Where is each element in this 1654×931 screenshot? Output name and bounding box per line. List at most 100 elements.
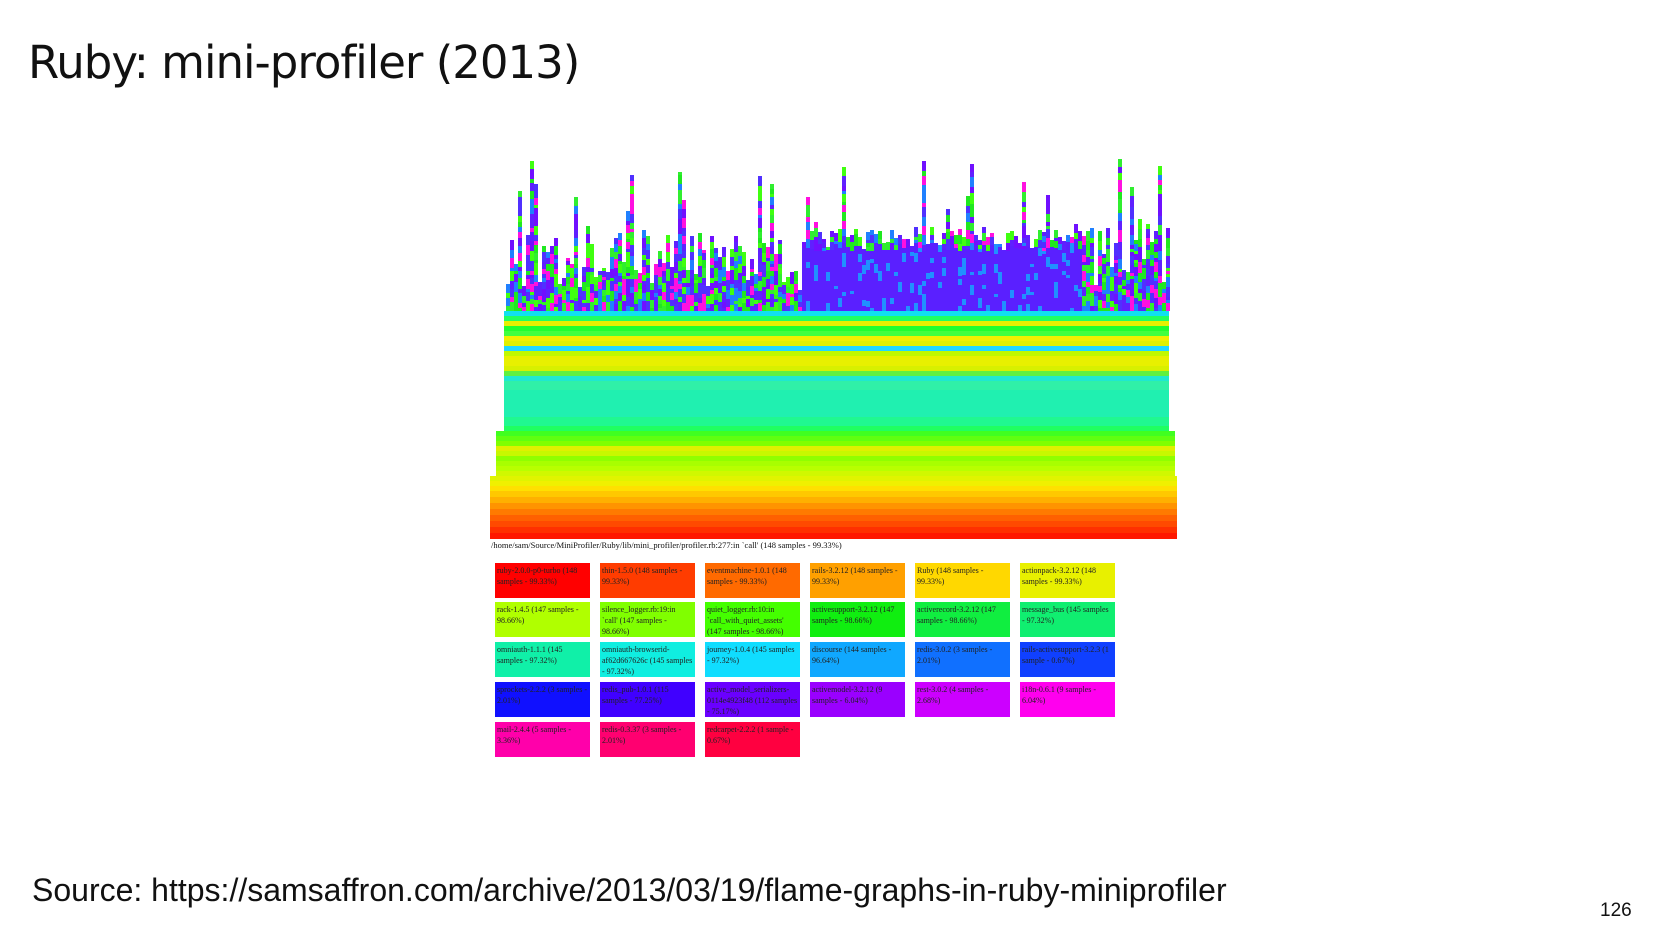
flame-frame <box>862 294 866 300</box>
flame-frame <box>790 280 794 284</box>
flame-frame <box>642 267 646 275</box>
flame-graph <box>490 159 1177 539</box>
flame-frame <box>594 277 598 285</box>
flame-frame <box>1054 264 1058 269</box>
flame-frame <box>542 302 546 305</box>
flame-frame <box>1158 194 1162 199</box>
flame-frame <box>938 268 942 276</box>
legend-item[interactable]: activemodel-3.2.12 (9 samples - 6.04%) <box>810 682 905 717</box>
flame-frame <box>1106 262 1110 266</box>
flame-frame <box>496 451 1175 456</box>
flame-frame <box>562 278 566 286</box>
flame-frame <box>990 245 994 253</box>
flame-frame <box>1050 294 1054 297</box>
legend-item[interactable]: message_bus (145 samples - 97.32%) <box>1020 602 1115 637</box>
flame-frame <box>1022 243 1026 246</box>
legend-item[interactable]: mail-2.4.4 (5 samples - 3.36%) <box>495 722 590 757</box>
flame-frame <box>674 248 678 254</box>
flame-frame <box>870 235 874 243</box>
flame-frame <box>618 293 622 301</box>
flame-frame <box>1070 308 1074 311</box>
flame-frame <box>806 268 810 278</box>
legend-item[interactable]: redis-0.3.37 (3 samples - 2.01%) <box>600 722 695 757</box>
flame-frame <box>970 228 974 231</box>
legend-item[interactable]: rails-activesupport-3.2.3 (1 sample - 0.… <box>1020 642 1115 677</box>
legend-item[interactable]: active_model_serializers-0114e4923f48 (1… <box>705 682 800 717</box>
flame-frame <box>1150 242 1154 251</box>
flame-frame <box>762 287 766 296</box>
flame-frame <box>806 248 810 253</box>
flame-frame <box>1126 303 1130 311</box>
flame-frame <box>790 305 794 311</box>
flame-frame <box>1166 303 1170 311</box>
legend-item[interactable]: Ruby (148 samples - 99.33%) <box>915 563 1010 598</box>
legend-item[interactable]: journey-1.0.4 (145 samples - 97.32%) <box>705 642 800 677</box>
legend-item[interactable]: omniauth-1.1.1 (145 samples - 97.32%) <box>495 642 590 677</box>
flame-frame <box>630 266 634 275</box>
flame-frame <box>1002 285 1006 293</box>
flame-frame <box>878 244 882 252</box>
flame-frame <box>866 301 870 307</box>
legend-item[interactable]: actionpack-3.2.12 (148 samples - 99.33%) <box>1020 563 1115 598</box>
flame-frame <box>770 197 774 205</box>
flame-frame <box>1070 262 1074 267</box>
flame-frame <box>746 296 750 299</box>
flame-frame <box>1118 292 1122 300</box>
flame-frame <box>574 301 578 311</box>
flame-frame <box>966 253 970 256</box>
flame-frame <box>530 251 534 261</box>
legend-item[interactable]: activesupport-3.2.12 (147 samples - 98.6… <box>810 602 905 637</box>
flame-frame <box>850 242 854 251</box>
legend-item[interactable]: rest-3.0.2 (4 samples - 2.68%) <box>915 682 1010 717</box>
flame-frame <box>934 304 938 311</box>
flame-frame <box>1130 279 1134 287</box>
flame-frame <box>830 237 834 242</box>
legend-item[interactable]: rack-1.4.5 (147 samples - 98.66%) <box>495 602 590 637</box>
flame-frame <box>986 268 990 272</box>
legend-item[interactable]: redis_pub-1.0.1 (115 samples - 77.25%) <box>600 682 695 717</box>
flame-frame <box>1106 302 1110 308</box>
flame-frame <box>1074 291 1078 295</box>
legend-item[interactable]: ruby-2.0.0-p0-turbo (148 samples - 99.33… <box>495 563 590 598</box>
flame-frame <box>614 276 618 284</box>
flame-frame <box>586 267 590 272</box>
flame-frame <box>1118 210 1122 213</box>
flame-frame <box>958 279 962 285</box>
flame-frame <box>738 256 742 264</box>
flame-frame <box>504 381 1169 390</box>
legend-item[interactable]: redcarpet-2.2.2 (1 sample - 0.67%) <box>705 722 800 757</box>
flame-frame <box>594 285 598 291</box>
legend-item[interactable]: rails-3.2.12 (148 samples - 99.33%) <box>810 563 905 598</box>
flame-frame <box>678 281 682 284</box>
flame-frame <box>490 497 1177 503</box>
legend-item[interactable]: omniauth-browserid-af62d667626c (145 sam… <box>600 642 695 677</box>
flame-frame <box>682 294 686 303</box>
legend-item[interactable]: discourse (144 samples - 96.64%) <box>810 642 905 677</box>
flame-frame <box>1146 245 1150 250</box>
flame-frame <box>718 267 722 270</box>
legend-item[interactable]: quiet_logger.rb:10:in `call_with_quiet_a… <box>705 602 800 637</box>
legend-item[interactable]: eventmachine-1.0.1 (148 samples - 99.33%… <box>705 563 800 598</box>
flame-frame <box>730 284 734 288</box>
legend-item[interactable]: thin-1.5.0 (148 samples - 99.33%) <box>600 563 695 598</box>
flame-frame <box>886 254 890 259</box>
legend-item[interactable]: silence_logger.rb:19:in `call' (147 samp… <box>600 602 695 637</box>
flame-frame <box>802 284 806 287</box>
flame-frame <box>926 263 930 273</box>
flame-frame <box>1042 254 1046 257</box>
flame-frame <box>618 246 622 249</box>
flame-frame <box>994 278 998 285</box>
legend-item[interactable]: activerecord-3.2.12 (147 samples - 98.66… <box>915 602 1010 637</box>
legend-item[interactable]: sprockets-2.2.2 (3 samples - 2.01%) <box>495 682 590 717</box>
flame-frame <box>534 226 538 235</box>
flame-frame <box>826 303 830 311</box>
legend-item[interactable]: i18n-0.6.1 (9 samples - 6.04%) <box>1020 682 1115 717</box>
flame-frame <box>534 300 538 307</box>
flame-frame <box>770 238 774 242</box>
legend-item[interactable]: redis-3.0.2 (3 samples - 2.01%) <box>915 642 1010 677</box>
flame-frame <box>626 242 630 249</box>
flame-frame <box>566 291 570 294</box>
flame-frame <box>922 185 926 194</box>
status-line: /home/sam/Source/MiniProfiler/Ruby/lib/m… <box>491 540 842 550</box>
flame-frame <box>1138 289 1142 293</box>
